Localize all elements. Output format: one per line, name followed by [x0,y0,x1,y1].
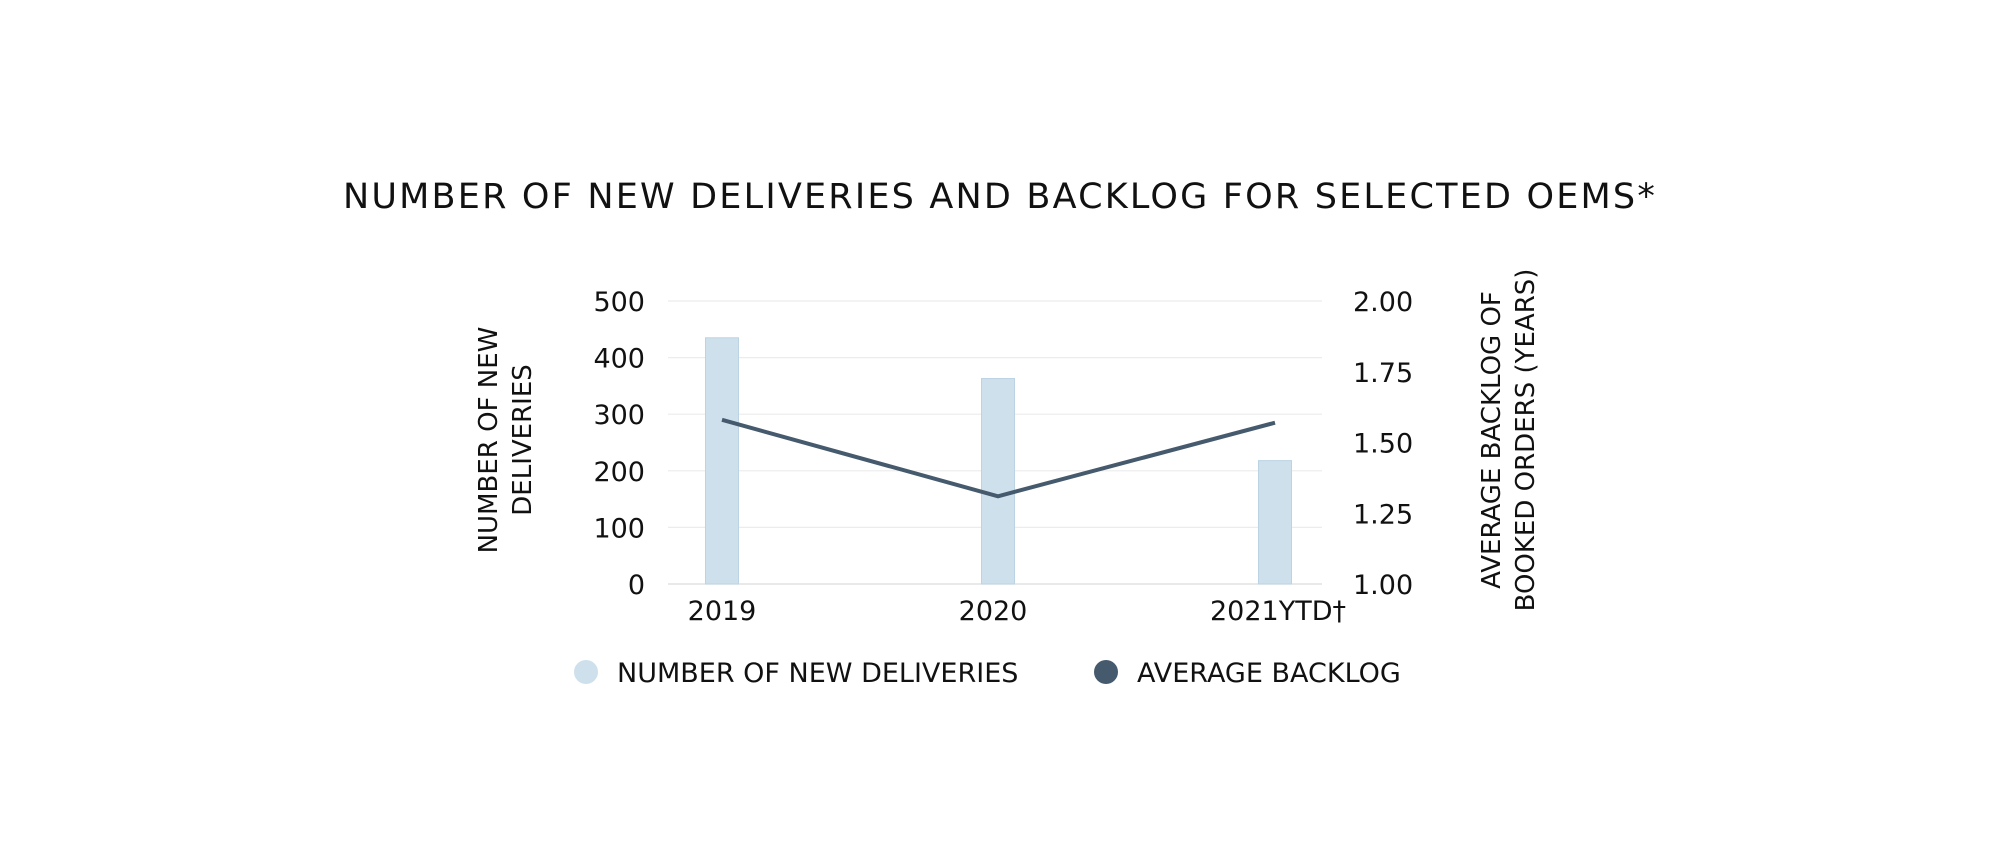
left-tick-label: 200 [593,457,645,488]
left-axis-title-line-1: NUMBER OF NEW [474,327,504,554]
x-tick-label: 2020 [959,596,1028,627]
bar [705,337,739,585]
left-tick-label: 300 [593,400,645,431]
right-tick-label: 1.25 [1353,499,1413,530]
left-axis-title: NUMBER OF NEW DELIVERIES [474,327,538,554]
right-tick-label: 1.00 [1353,570,1413,601]
legend-swatch-backlog [1094,660,1118,684]
left-tick-label: 0 [628,570,645,601]
right-tick-label: 2.00 [1353,287,1413,318]
right-axis-title-line-1: AVERAGE BACKLOG OF [1477,291,1507,589]
right-axis-title-line-2: BOOKED ORDERS (YEARS) [1511,269,1541,612]
legend: NUMBER OF NEW DELIVERIES AVERAGE BACKLOG [574,658,1401,689]
legend-label-deliveries: NUMBER OF NEW DELIVERIES [617,658,1018,689]
x-axis-ticks: 2019 2020 2021YTD† [688,596,1346,627]
left-axis-title-line-2: DELIVERIES [508,364,538,515]
right-tick-label: 1.50 [1353,429,1413,460]
bar [1258,460,1292,585]
right-axis-title: AVERAGE BACKLOG OF BOOKED ORDERS (YEARS) [1477,269,1541,612]
chart-title: NUMBER OF NEW DELIVERIES AND BACKLOG FOR… [343,177,1657,217]
left-tick-label: 100 [593,513,645,544]
line-series [721,417,1276,499]
right-axis-ticks: 1.00 1.25 1.50 1.75 2.00 [1353,287,1413,601]
x-tick-label: 2019 [688,596,757,627]
legend-swatch-deliveries [574,660,598,684]
right-tick-label: 1.75 [1353,358,1413,389]
left-axis-ticks: 0 100 200 300 400 500 [593,287,645,601]
bar [981,378,1015,585]
x-tick-label: 2021YTD† [1210,596,1346,627]
left-tick-label: 500 [593,287,645,318]
bars [705,337,1292,585]
series-line-average-backlog [721,417,1276,499]
left-tick-label: 400 [593,344,645,375]
legend-label-backlog: AVERAGE BACKLOG [1137,658,1401,689]
